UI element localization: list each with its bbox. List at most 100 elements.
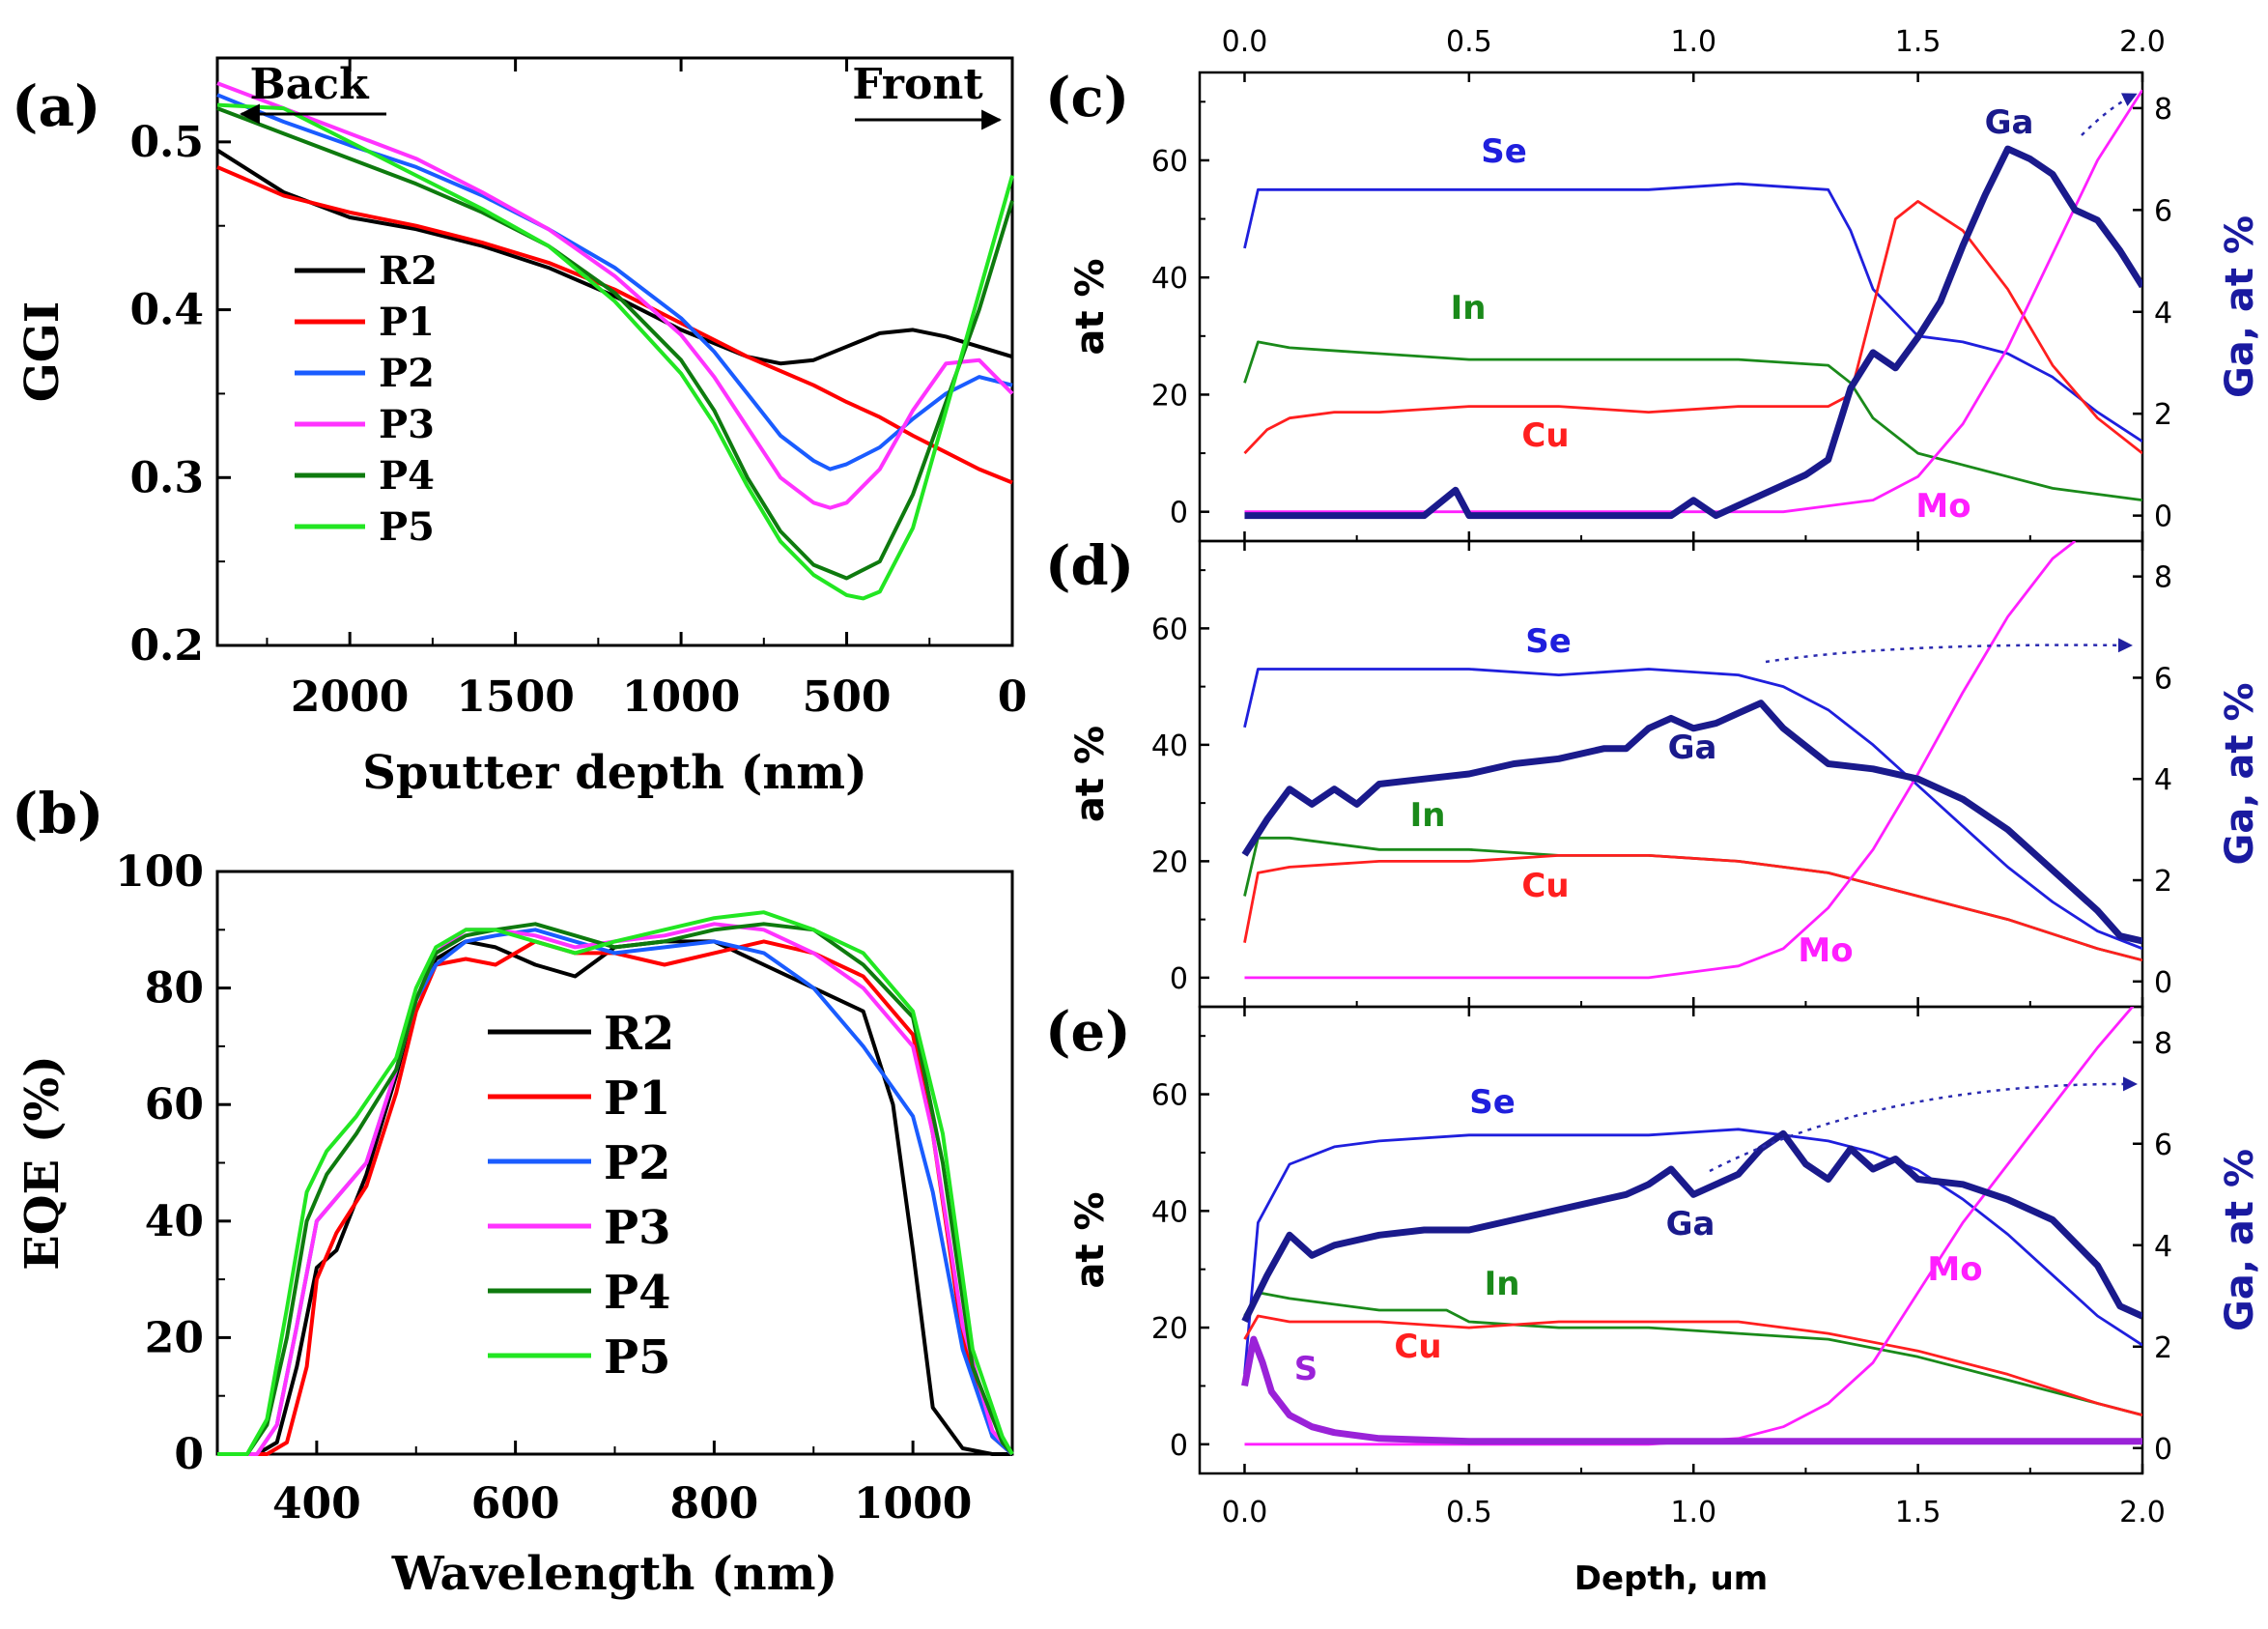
series-line-Ga (1244, 145, 2142, 520)
x-axis-label: Depth, um (1574, 1559, 1768, 1598)
series-line-Ga (1241, 1129, 2142, 1324)
ga-axis-arrow (1765, 638, 2133, 664)
x-tick-label: 1000 (622, 672, 740, 722)
series-label-S: S (1294, 1350, 1318, 1388)
series-line-Se (1243, 1128, 2142, 1375)
series-line-Cu (1243, 200, 2142, 455)
y2-tick-label: 0 (2154, 500, 2172, 534)
series-line-Se (1243, 668, 2142, 951)
panel-a: 2000 1500 1000 500 0 0.2 0.3 0.4 0.5 Sputter dept… (12, 56, 1028, 800)
series-line-P5 (217, 910, 1014, 1456)
legend-label-R2: R2 (604, 1007, 674, 1061)
x-top-tick-label: 1.0 (1670, 25, 1716, 59)
panel-e: 0 20 40 60 0 2 4 6 8 0.0 0.5 1.0 1.5 2.0 Depth, um at %… (1045, 1000, 2262, 1598)
y-tick-label: 60 (1151, 1079, 1188, 1113)
series-label-Ga: Ga (1985, 103, 2034, 142)
y-tick-label: 20 (1151, 845, 1188, 879)
y2-tick-label: 0 (2154, 966, 2172, 1000)
series-line-In (1243, 340, 2142, 501)
y2-tick-label: 4 (2154, 763, 2172, 797)
panel-label: (c) (1045, 66, 1129, 129)
x-axis-label: Sputter depth (nm) (362, 746, 867, 800)
y-axis-label: EQE (%) (15, 1055, 70, 1271)
y-tick-label: 0.3 (129, 453, 204, 502)
legend-label-P1: P1 (604, 1072, 671, 1126)
series-label-Se: Se (1469, 1083, 1516, 1122)
series-label-In: In (1451, 289, 1487, 328)
y2-tick-label: 4 (2154, 297, 2172, 330)
y-tick-label: 40 (1151, 729, 1188, 763)
y-tick-label: 0.2 (129, 621, 204, 671)
y2-tick-label: 4 (2154, 1230, 2172, 1264)
y-tick-label: 60 (1151, 145, 1188, 179)
plot-frame (1198, 539, 2144, 1009)
series-line-Mo (1244, 541, 2077, 980)
x-tick-label: 500 (803, 672, 892, 722)
y-tick-label: 60 (145, 1080, 204, 1129)
plot-frame (215, 56, 1014, 647)
series-label-Mo: Mo (1798, 931, 1853, 970)
y2-tick-label: 8 (2154, 561, 2172, 595)
series-line-P3 (216, 81, 1014, 510)
legend-label-P3: P3 (604, 1201, 671, 1255)
y-tick-label: 40 (1151, 1195, 1188, 1229)
y-tick-label: 0.4 (129, 286, 204, 335)
y2-tick-label: 8 (2154, 93, 2172, 127)
y-tick-label: 0 (1170, 497, 1188, 530)
series-label-Cu: Cu (1521, 867, 1569, 905)
y2-tick-label: 2 (2154, 865, 2172, 899)
series-label-Ga: Ga (1668, 729, 1717, 767)
y2-tick-label: 6 (2154, 662, 2172, 696)
x-tick-label: 0 (998, 672, 1028, 722)
series-line-R2 (215, 148, 1013, 366)
y-axis-label: at % (1068, 726, 1113, 822)
series-group (1241, 1007, 2142, 1446)
series-line-In (1243, 836, 2142, 962)
series-line-S (1241, 1335, 2142, 1445)
panel-label: (b) (12, 781, 103, 846)
legend-label-P5: P5 (379, 504, 435, 550)
series-label-Se: Se (1525, 622, 1572, 661)
legend-label-P2: P2 (604, 1136, 671, 1190)
y-tick-label: 100 (115, 847, 204, 897)
x-tick-label: 0.5 (1446, 1496, 1492, 1529)
x-tick-label: 2000 (291, 672, 409, 722)
y-axis-label: at % (1068, 258, 1113, 355)
legend-label-P1: P1 (379, 300, 435, 345)
y-tick-label: 60 (1151, 613, 1188, 646)
back-annotation: Back (250, 60, 370, 109)
x-top-tick-label: 2.0 (2119, 25, 2166, 59)
panel-label: (a) (12, 73, 100, 139)
y2-tick-label: 8 (2154, 1027, 2172, 1061)
y2-axis-label: Ga, at % (2218, 682, 2262, 865)
y2-tick-label: 6 (2154, 1129, 2172, 1162)
x-tick-label: 2.0 (2119, 1496, 2166, 1529)
x-tick-label: 600 (471, 1479, 560, 1529)
x-tick-label: 800 (669, 1479, 758, 1529)
series-label-Se: Se (1481, 132, 1527, 171)
y2-tick-label: 2 (2154, 398, 2172, 432)
series-line-Se (1243, 182, 2142, 443)
y-tick-label: 0 (174, 1430, 204, 1479)
ga-axis-arrow (1709, 1076, 2138, 1173)
y2-axis-label: Ga, at % (2218, 215, 2262, 398)
legend-label-P4: P4 (604, 1266, 671, 1320)
y-axis-label: GGI (15, 301, 70, 402)
y-tick-label: 0 (1170, 962, 1188, 996)
x-top-tick-label: 0.0 (1222, 25, 1268, 59)
series-label-Cu: Cu (1394, 1328, 1441, 1366)
series-line-P3 (217, 922, 1014, 1456)
x-tick-label: 0.0 (1222, 1496, 1268, 1529)
legend-label-P4: P4 (379, 453, 435, 499)
x-tick-label: 1.5 (1895, 1496, 1942, 1529)
legend-label-P5: P5 (604, 1330, 671, 1385)
panel-b: 400 600 800 1000 0 20 40 60 80 100 Wavelength (nm)… (12, 781, 1014, 1601)
y-tick-label: 20 (1151, 379, 1188, 413)
series-label-In: In (1410, 796, 1446, 835)
legend-label-P3: P3 (379, 402, 435, 447)
series-label-Mo: Mo (1927, 1250, 1982, 1289)
series-line-Cu (1243, 854, 2142, 962)
series-line-P4 (216, 106, 1014, 581)
panel-label: (d) (1045, 534, 1134, 598)
